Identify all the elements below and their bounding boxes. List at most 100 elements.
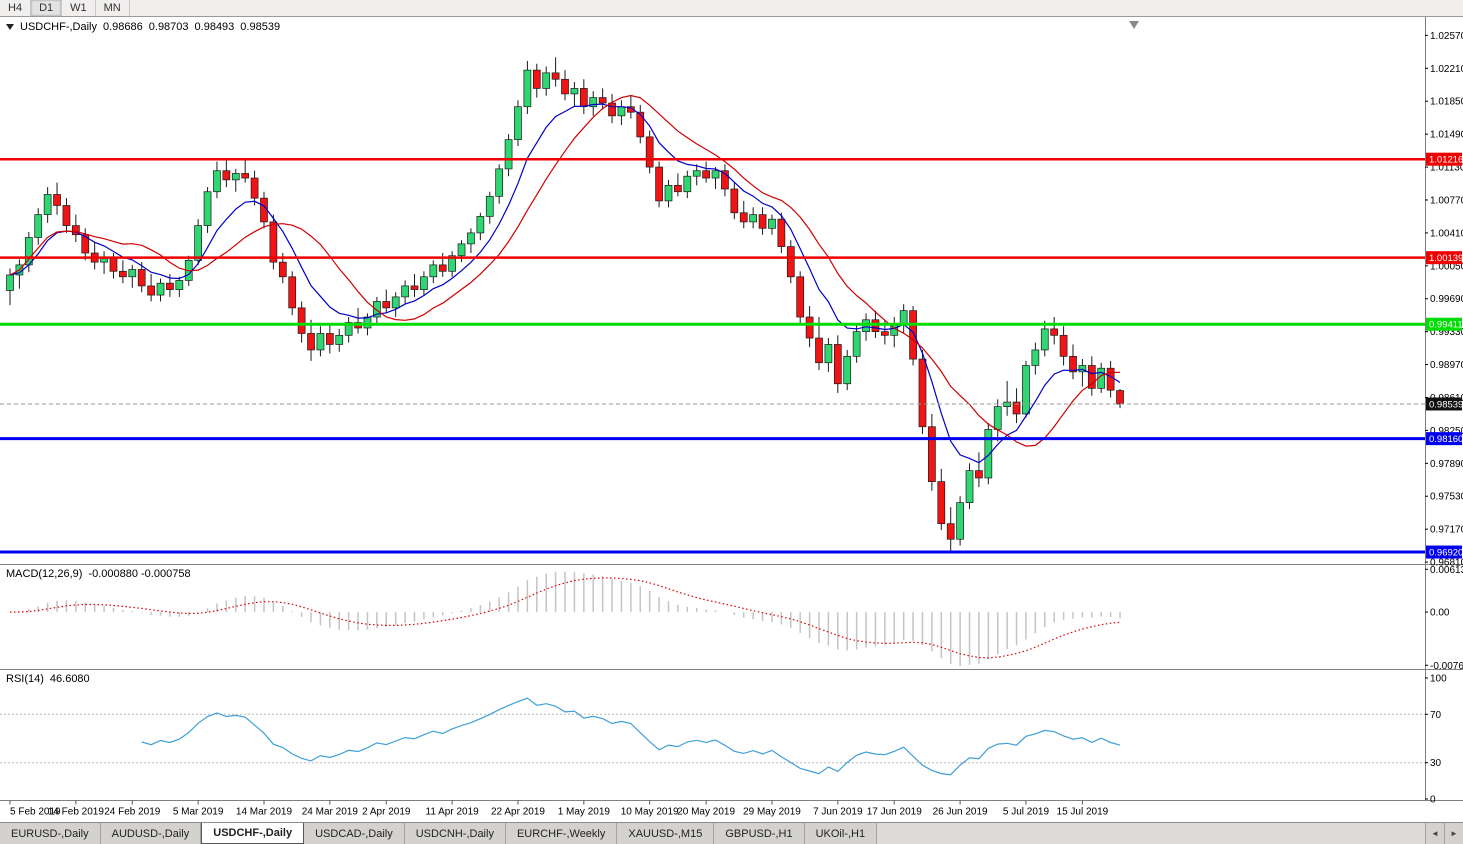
chart-title: USDCHF-,Daily 0.98686 0.98703 0.98493 0.… [6,21,280,33]
chart-tab[interactable]: USDCAD-,Daily [304,823,405,844]
candle-body-up [335,334,344,345]
date-label: 5 Feb 2019 [10,807,61,818]
date-label: 29 May 2019 [743,807,801,818]
timeframe-label: D1 [39,2,54,14]
price-label-box [1426,251,1462,265]
symbol-title: USDCHF-,Daily [20,21,97,33]
candle-body-down [918,358,927,428]
price-tick-label: 1.00050 [1430,261,1463,272]
tab-scroll-controls: ◄ ► [1425,823,1463,844]
candle-body-up [749,214,758,223]
rsi-tick-label: 70 [1430,710,1442,721]
macd-name: MACD(12,26,9) [6,568,83,580]
date-label: 2 Apr 2019 [362,807,411,818]
candle-body-up [391,296,400,309]
candle-body-down [815,337,823,364]
candle-body-up [683,175,692,193]
candle-body-down [702,170,710,179]
chart-tab[interactable]: USDCNH-,Daily [404,823,506,844]
candle-body-up [420,276,428,290]
candle-body-down [71,225,80,236]
timeframe-button-mn[interactable]: MN [96,0,130,16]
date-label: 22 Apr 2019 [491,807,545,818]
date-label: 14 Feb 2019 [48,807,105,818]
candle-body-down [532,69,541,89]
price-tick-label: 1.02570 [1430,31,1463,42]
candle-body-down [307,333,315,351]
candle-body-up [993,406,1002,430]
candle-body-down [410,285,419,290]
candle-body-down [674,184,682,193]
rsi-tick-label: 100 [1430,674,1447,685]
candle-body-down [119,270,127,278]
candle-body-down [250,177,259,199]
candle-body-up [984,429,993,479]
price-label-text: 1.01216 [1429,155,1463,166]
candle-body-down [137,269,146,287]
candle-body-up [401,285,409,298]
chart-plot-area[interactable] [0,17,1425,801]
candle-body-down [147,285,155,296]
timeframe-button-w1[interactable]: W1 [62,0,96,16]
candle-body-down [805,316,814,339]
candle-body-up [231,173,240,181]
candle-body-down [636,111,645,138]
chart-tab[interactable]: AUDUSD-,Daily [100,823,202,844]
timeframe-toolbar: H4 D1 W1 MN [0,0,1463,17]
candle-body-down [438,264,447,272]
rsi-indicator-label: RSI(14) 46.6080 [6,673,90,685]
price-tick-label: 0.99690 [1430,294,1463,305]
chart-tab[interactable]: GBPUSD-,H1 [714,823,805,844]
candle-body-down [1116,390,1124,405]
candle-body-down [81,234,90,254]
candle-body-down [222,170,231,181]
candle-body-up [213,170,221,193]
chart-tab[interactable]: EURCHF-,Weekly [505,823,618,844]
candle-body-up [34,214,43,238]
candle-body-up [1040,328,1049,351]
chart-tab[interactable]: EURUSD-,Daily [0,823,101,844]
chart-tab[interactable]: UKOil-,H1 [804,823,878,844]
macd-values: -0.000880 -0.000758 [88,568,191,580]
candle-body-up [965,470,974,503]
candle-body-down [909,310,917,360]
chart-tab[interactable]: USDCHF-,Daily [201,823,305,844]
tab-scroll-right-icon[interactable]: ► [1444,823,1463,844]
price-tick-label: 0.96810 [1430,558,1463,569]
chart-tab[interactable]: XAUUSD-,M15 [617,823,715,844]
date-label: 17 Jun 2019 [867,807,922,818]
rsi-tick-label: 0 [1430,795,1436,806]
candle-body-up [852,331,861,357]
candle-body-down [382,301,391,309]
date-label: 10 May 2019 [621,807,679,818]
candle-body-down [166,282,174,290]
chart-tab-label: XAUUSD-,M15 [628,827,703,840]
candle-body-down [833,344,842,385]
price-label-text: 0.96920 [1429,548,1463,559]
candle-body-up [542,72,551,89]
candle-body-down [241,173,250,179]
candle-body-up [344,322,353,336]
tab-scroll-left-icon[interactable]: ◄ [1425,823,1444,844]
price-tick-label: 0.97890 [1430,459,1463,470]
price-tick-label: 0.98250 [1430,426,1463,437]
timeframe-button-h4[interactable]: H4 [0,0,32,16]
chart-tab-label: GBPUSD-,H1 [725,827,793,840]
date-label: 24 Mar 2019 [302,807,359,818]
chart-shift-marker[interactable] [1129,21,1140,29]
timeframe-button-d1[interactable]: D1 [31,0,63,16]
candle-body-down [1012,401,1021,415]
candle-body-down [758,214,767,229]
candle-body-down [786,246,795,278]
chart-tab-label: USDCHF-,Daily [213,827,293,839]
candle-body-down [928,426,936,482]
price-tick-label: 0.97530 [1430,492,1463,503]
macd-layer [9,571,1121,666]
candle-body-down [1059,334,1068,357]
candle-body-down [1050,328,1059,336]
candle-body-up [156,282,165,296]
candle-body-down [655,166,663,202]
candle-body-down [561,78,569,95]
one-click-trading-toggle-icon[interactable] [6,24,14,30]
candle-body-down [881,331,889,336]
